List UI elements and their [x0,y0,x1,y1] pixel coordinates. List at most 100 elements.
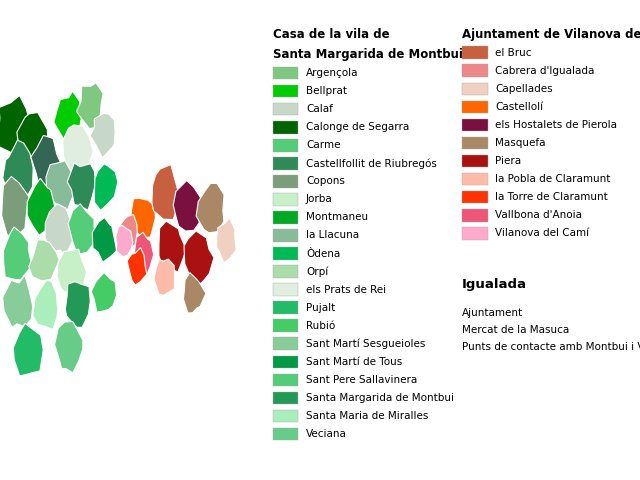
Polygon shape [3,227,32,280]
FancyBboxPatch shape [273,67,298,79]
Text: Pujalt: Pujalt [306,303,335,312]
FancyBboxPatch shape [462,227,488,240]
FancyBboxPatch shape [273,157,298,169]
FancyBboxPatch shape [462,64,488,77]
Polygon shape [33,280,58,329]
FancyBboxPatch shape [273,175,298,188]
Text: Vallbona d'Anoia: Vallbona d'Anoia [495,210,582,220]
FancyBboxPatch shape [462,83,488,95]
Polygon shape [45,204,76,258]
Text: Punts de contacte amb Montbui i Vilanova: Punts de contacte amb Montbui i Vilanova [462,342,640,352]
FancyBboxPatch shape [273,229,298,242]
FancyBboxPatch shape [273,319,298,332]
Polygon shape [92,217,116,262]
Text: Igualada: Igualada [462,278,527,291]
FancyBboxPatch shape [273,103,298,116]
Text: els Hostalets de Pierola: els Hostalets de Pierola [495,120,617,130]
Polygon shape [184,231,214,287]
FancyBboxPatch shape [273,283,298,296]
Polygon shape [3,140,33,203]
FancyBboxPatch shape [273,392,298,404]
Text: la Llacuna: la Llacuna [306,230,359,240]
Text: Calonge de Segarra: Calonge de Segarra [306,122,409,132]
FancyBboxPatch shape [462,173,488,185]
Polygon shape [54,322,83,373]
Text: la Pobla de Claramunt: la Pobla de Claramunt [495,174,611,184]
Polygon shape [154,259,175,295]
FancyBboxPatch shape [273,265,298,278]
Text: Santa Margarida de Montbui: Santa Margarida de Montbui [273,48,462,61]
Text: Ajuntament: Ajuntament [462,308,523,318]
Polygon shape [27,178,55,235]
FancyBboxPatch shape [273,247,298,260]
Text: Piera: Piera [495,156,522,166]
Polygon shape [57,249,86,295]
FancyBboxPatch shape [273,301,298,314]
Polygon shape [120,215,138,251]
FancyBboxPatch shape [273,356,298,368]
Polygon shape [13,324,44,376]
Polygon shape [173,180,202,231]
Text: Castellolí: Castellolí [495,102,543,112]
Text: Santa Maria de Miralles: Santa Maria de Miralles [306,411,428,421]
Polygon shape [152,165,180,219]
Polygon shape [91,273,116,312]
Polygon shape [17,112,48,166]
Text: Vilanova del Camí: Vilanova del Camí [495,228,589,238]
Polygon shape [127,248,147,285]
FancyBboxPatch shape [273,85,298,97]
Polygon shape [46,161,76,213]
Polygon shape [116,225,132,257]
Text: Santa Margarida de Montbui: Santa Margarida de Montbui [306,393,454,403]
Polygon shape [29,240,60,281]
Text: Capellades: Capellades [495,84,553,94]
Text: la Torre de Claramunt: la Torre de Claramunt [495,192,608,202]
FancyBboxPatch shape [462,209,488,221]
Text: els Prats de Rei: els Prats de Rei [306,285,386,295]
Polygon shape [31,135,60,188]
Text: Sant Pere Sallavinera: Sant Pere Sallavinera [306,375,417,385]
Text: el Bruc: el Bruc [495,48,532,58]
FancyBboxPatch shape [273,337,298,350]
Polygon shape [67,163,95,210]
Text: Casa de la vila de: Casa de la vila de [273,28,389,41]
Polygon shape [77,83,103,129]
Polygon shape [54,91,82,144]
Text: Castellfollit de Riubregós: Castellfollit de Riubregós [306,158,436,168]
Polygon shape [2,177,29,240]
FancyBboxPatch shape [273,121,298,133]
Text: Mercat de la Masuca: Mercat de la Masuca [462,325,569,335]
Polygon shape [3,276,33,327]
Text: Cabrera d'Igualada: Cabrera d'Igualada [495,66,595,76]
Polygon shape [0,96,33,154]
Text: Ajuntament de Vilanova del Camí: Ajuntament de Vilanova del Camí [462,28,640,41]
Polygon shape [159,221,186,272]
Polygon shape [131,198,156,238]
Polygon shape [65,282,90,327]
Text: Masquefa: Masquefa [495,138,546,148]
Polygon shape [95,164,118,210]
FancyBboxPatch shape [273,373,298,386]
Polygon shape [184,273,206,313]
Text: Sant Martí Sesgueioles: Sant Martí Sesgueioles [306,338,426,349]
FancyBboxPatch shape [273,409,298,422]
FancyBboxPatch shape [462,119,488,131]
Text: Bellprat: Bellprat [306,86,347,96]
Polygon shape [134,232,154,275]
Text: Veciana: Veciana [306,429,347,439]
Text: Carme: Carme [306,140,340,150]
Text: Jorba: Jorba [306,194,333,204]
FancyBboxPatch shape [462,137,488,149]
Text: Montmaneu: Montmaneu [306,213,368,222]
Text: Rubió: Rubió [306,321,335,331]
Polygon shape [196,183,224,233]
Text: Argençola: Argençola [306,68,358,78]
Text: Calaf: Calaf [306,104,333,114]
Text: Sant Martí de Tous: Sant Martí de Tous [306,357,402,367]
FancyBboxPatch shape [462,47,488,59]
Polygon shape [217,218,236,263]
FancyBboxPatch shape [462,191,488,204]
Text: Orpí: Orpí [306,266,328,277]
FancyBboxPatch shape [273,139,298,152]
Text: Copons: Copons [306,176,345,186]
